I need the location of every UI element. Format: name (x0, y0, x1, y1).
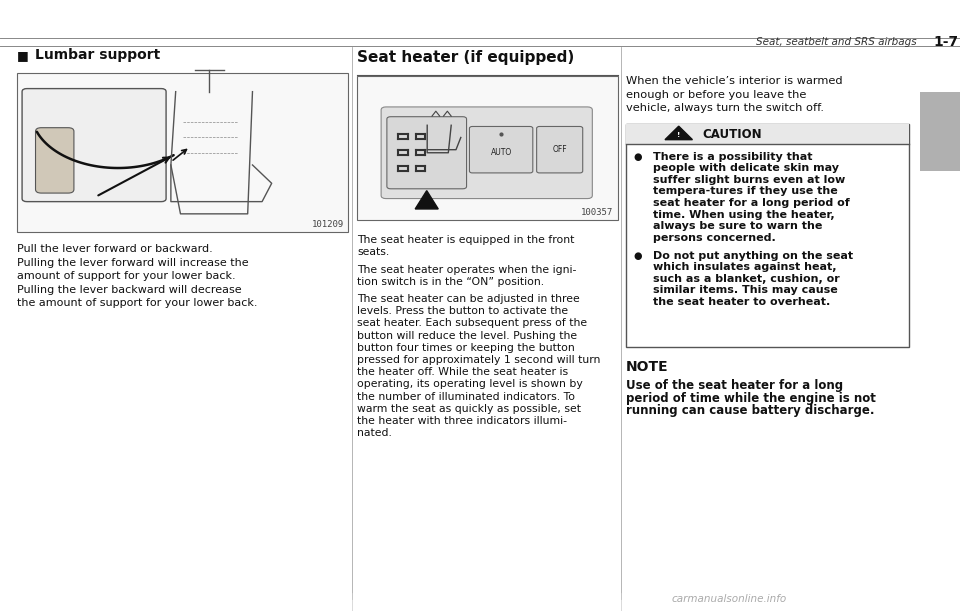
Text: suffer slight burns even at low: suffer slight burns even at low (653, 175, 845, 185)
Text: 1-7: 1-7 (933, 35, 958, 49)
Text: seat heater for a long period of: seat heater for a long period of (653, 198, 850, 208)
Bar (920, 92, 960, 171)
Text: There is a possibility that: There is a possibility that (653, 152, 812, 161)
Text: enough or before you leave the: enough or before you leave the (626, 90, 806, 100)
Text: Lumbar support: Lumbar support (35, 48, 159, 62)
Text: people with delicate skin may: people with delicate skin may (653, 163, 839, 173)
Text: which insulates against heat,: which insulates against heat, (653, 262, 836, 272)
Text: The seat heater can be adjusted in three: The seat heater can be adjusted in three (357, 294, 580, 304)
Text: Pulling the lever forward will increase the: Pulling the lever forward will increase … (17, 258, 249, 268)
Text: nated.: nated. (357, 428, 392, 438)
Text: 101209: 101209 (311, 220, 344, 229)
Bar (626, 124, 909, 144)
Text: amount of support for your lower back.: amount of support for your lower back. (17, 271, 236, 281)
FancyBboxPatch shape (381, 107, 592, 199)
FancyBboxPatch shape (469, 126, 533, 173)
Text: the heater off. While the seat heater is: the heater off. While the seat heater is (357, 367, 568, 377)
Text: button four times or keeping the button: button four times or keeping the button (357, 343, 575, 353)
Text: tion switch is in the “ON” position.: tion switch is in the “ON” position. (357, 277, 544, 287)
Text: When the vehicle’s interior is warmed: When the vehicle’s interior is warmed (626, 76, 843, 86)
Text: Pulling the lever backward will decrease: Pulling the lever backward will decrease (17, 285, 242, 295)
Text: CAUTION: CAUTION (703, 128, 762, 141)
Text: The seat heater is equipped in the front: The seat heater is equipped in the front (357, 235, 574, 245)
Text: the heater with three indicators illumi-: the heater with three indicators illumi- (357, 416, 567, 426)
Text: the seat heater to overheat.: the seat heater to overheat. (653, 297, 830, 307)
Text: such as a blanket, cushion, or: such as a blanket, cushion, or (653, 274, 840, 284)
Text: operating, its operating level is shown by: operating, its operating level is shown … (357, 379, 583, 389)
Text: tempera-tures if they use the: tempera-tures if they use the (653, 186, 837, 196)
Text: seat heater. Each subsequent press of the: seat heater. Each subsequent press of th… (357, 318, 588, 328)
Text: similar items. This may cause: similar items. This may cause (653, 285, 837, 295)
Text: Use of the seat heater for a long: Use of the seat heater for a long (626, 379, 843, 392)
Text: time. When using the heater,: time. When using the heater, (653, 210, 834, 219)
Text: ■: ■ (17, 49, 29, 62)
Text: running can cause battery discharge.: running can cause battery discharge. (626, 404, 875, 417)
Text: the number of illuminated indicators. To: the number of illuminated indicators. To (357, 392, 575, 401)
Bar (17, 73, 348, 232)
Text: Seat, seatbelt and SRS airbags: Seat, seatbelt and SRS airbags (756, 37, 917, 47)
Text: vehicle, always turn the switch off.: vehicle, always turn the switch off. (626, 103, 824, 113)
Text: OFF: OFF (552, 145, 567, 154)
FancyBboxPatch shape (22, 89, 166, 202)
Text: !: ! (677, 132, 681, 138)
Text: the amount of support for your lower back.: the amount of support for your lower bac… (17, 298, 258, 308)
Text: carmanualsonline.info: carmanualsonline.info (672, 594, 787, 604)
FancyBboxPatch shape (387, 117, 467, 189)
Bar (626, 124, 909, 347)
Text: period of time while the engine is not: period of time while the engine is not (626, 392, 876, 404)
Text: Seat heater (if equipped): Seat heater (if equipped) (357, 50, 574, 65)
Text: Pull the lever forward or backward.: Pull the lever forward or backward. (17, 244, 213, 254)
FancyBboxPatch shape (537, 126, 583, 173)
Text: ●: ● (634, 251, 642, 260)
Text: NOTE: NOTE (626, 360, 668, 375)
Text: AUTO: AUTO (491, 148, 512, 157)
Text: button will reduce the level. Pushing the: button will reduce the level. Pushing th… (357, 331, 577, 340)
Text: levels. Press the button to activate the: levels. Press the button to activate the (357, 306, 568, 316)
Text: ●: ● (634, 152, 642, 161)
Polygon shape (415, 191, 438, 209)
Text: The seat heater operates when the igni-: The seat heater operates when the igni- (357, 265, 577, 274)
Text: warm the seat as quickly as possible, set: warm the seat as quickly as possible, se… (357, 404, 581, 414)
Text: always be sure to warn the: always be sure to warn the (653, 221, 822, 231)
Polygon shape (665, 126, 692, 140)
Text: seats.: seats. (357, 247, 390, 257)
Bar (357, 76, 618, 220)
Text: Do not put anything on the seat: Do not put anything on the seat (653, 251, 852, 260)
Text: persons concerned.: persons concerned. (653, 233, 776, 243)
Text: pressed for approximately 1 second will turn: pressed for approximately 1 second will … (357, 355, 601, 365)
FancyBboxPatch shape (36, 128, 74, 193)
Text: 100357: 100357 (581, 208, 613, 217)
